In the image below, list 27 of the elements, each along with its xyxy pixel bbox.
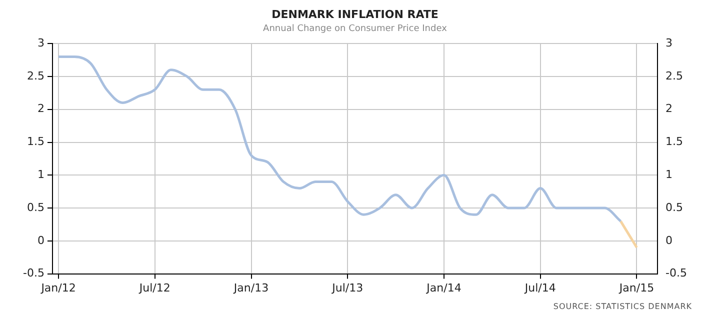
y-tick-label: 2.5 (26, 69, 44, 82)
y-tick-label: 2 (37, 102, 44, 116)
x-tick-label: Jan/15 (618, 281, 654, 294)
y-tick-label: 1.5 (26, 135, 44, 148)
source-note: SOURCE: STATISTICS DENMARK (553, 302, 692, 311)
chart-subtitle: Annual Change on Consumer Price Index (262, 24, 448, 34)
y-tick-label: 1 (37, 168, 44, 181)
x-tick-label: Jul/14 (524, 281, 556, 294)
x-tick-label: Jul/13 (331, 281, 364, 294)
y2-tick-label: 1.5 (666, 135, 684, 148)
line-series (57, 56, 622, 222)
y2-tick-label: 1 (666, 168, 673, 181)
y2-tick-label: 2 (666, 102, 673, 116)
y-tick-label: 0 (37, 234, 44, 247)
y-tick-label: -0.5 (22, 266, 44, 280)
x-tick-label: Jan/14 (426, 281, 462, 294)
y-tick-label: 0.5 (26, 200, 44, 214)
y2-tick-label: 3 (666, 36, 673, 50)
y-tick-label: 3 (37, 36, 44, 50)
x-tick-label: Jul/12 (138, 281, 170, 294)
chart-title: DENMARK INFLATION RATE (270, 8, 440, 21)
y2-tick-label: 0 (666, 234, 673, 247)
y2-tick-label: 0.5 (666, 200, 684, 214)
x-tick-label: Jan/13 (232, 281, 269, 294)
y2-tick-label: -0.5 (666, 266, 688, 280)
y2-tick-label: 2.5 (666, 69, 684, 82)
x-tick-label: Jan/12 (40, 281, 76, 294)
